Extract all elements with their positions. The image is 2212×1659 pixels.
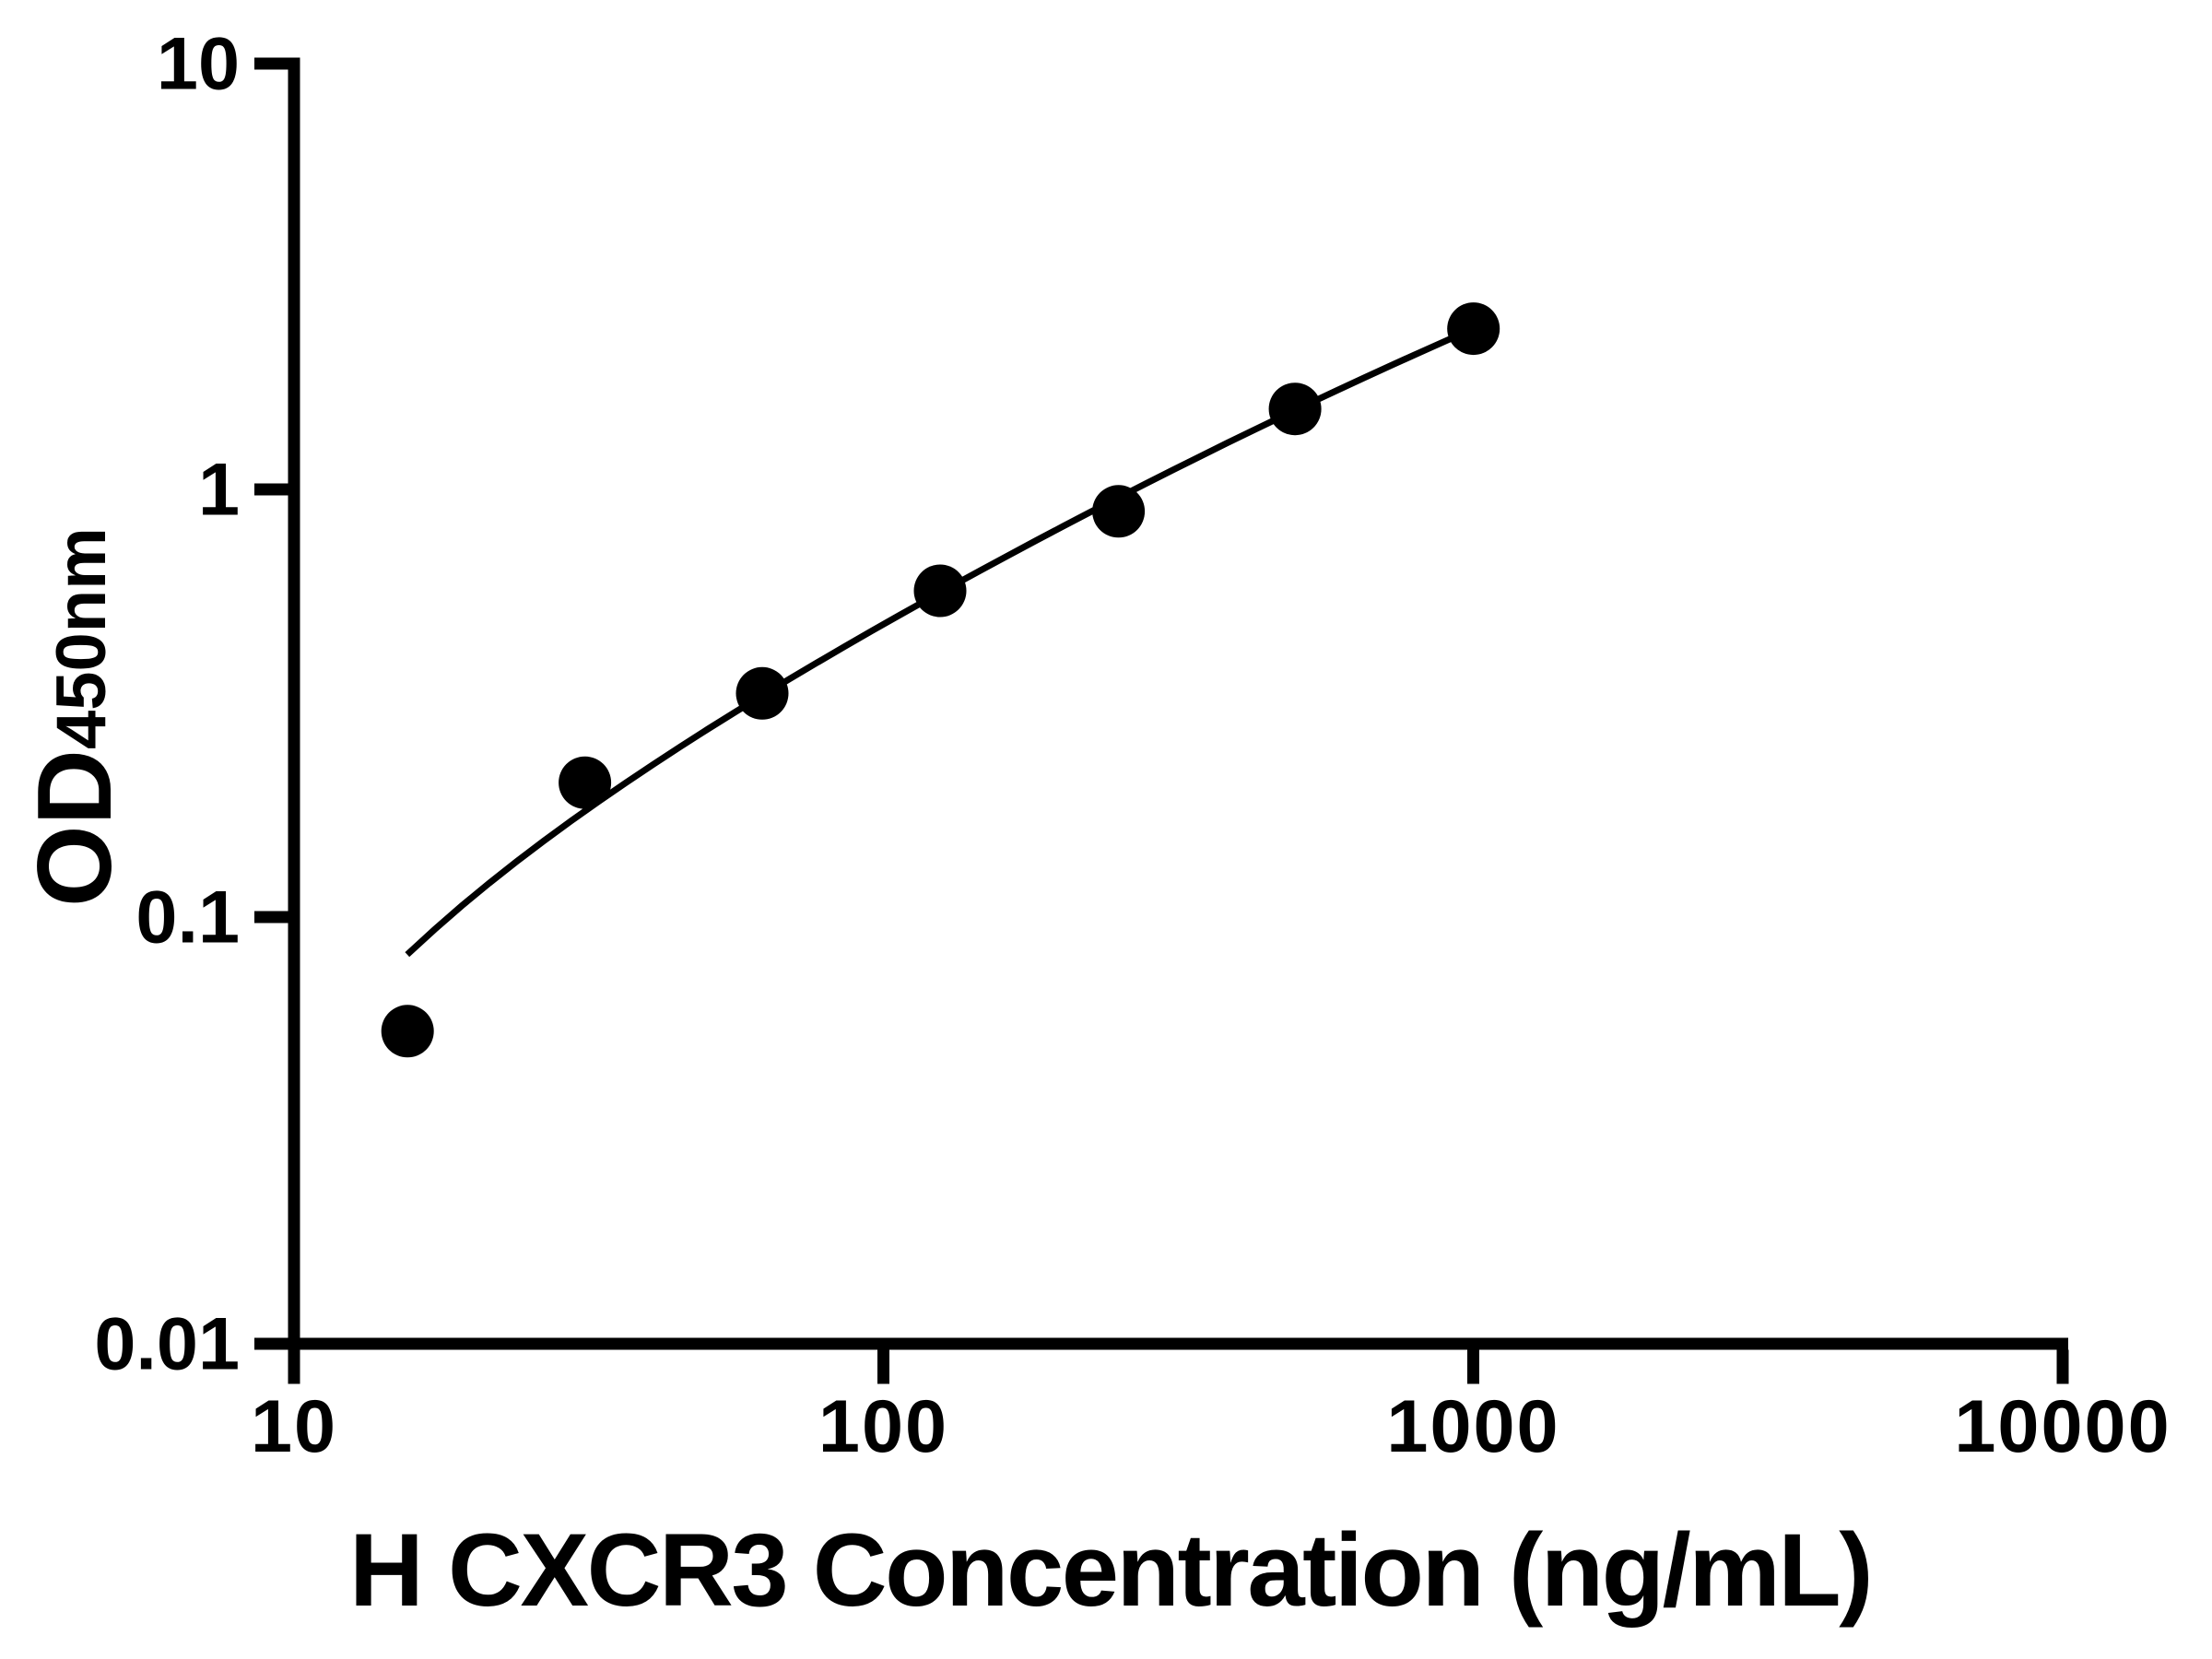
svg-text:H CXCR3 Concentration (ng/mL): H CXCR3 Concentration (ng/mL) [349,1512,1871,1628]
svg-text:10: 10 [157,23,240,106]
svg-text:1: 1 [198,449,240,532]
svg-text:1000: 1000 [1386,1385,1559,1468]
svg-text:0.1: 0.1 [135,877,240,959]
svg-text:100: 100 [818,1385,948,1468]
svg-text:0.01: 0.01 [94,1303,240,1386]
svg-text:10000: 10000 [1954,1385,2171,1468]
svg-text:10: 10 [251,1385,337,1468]
